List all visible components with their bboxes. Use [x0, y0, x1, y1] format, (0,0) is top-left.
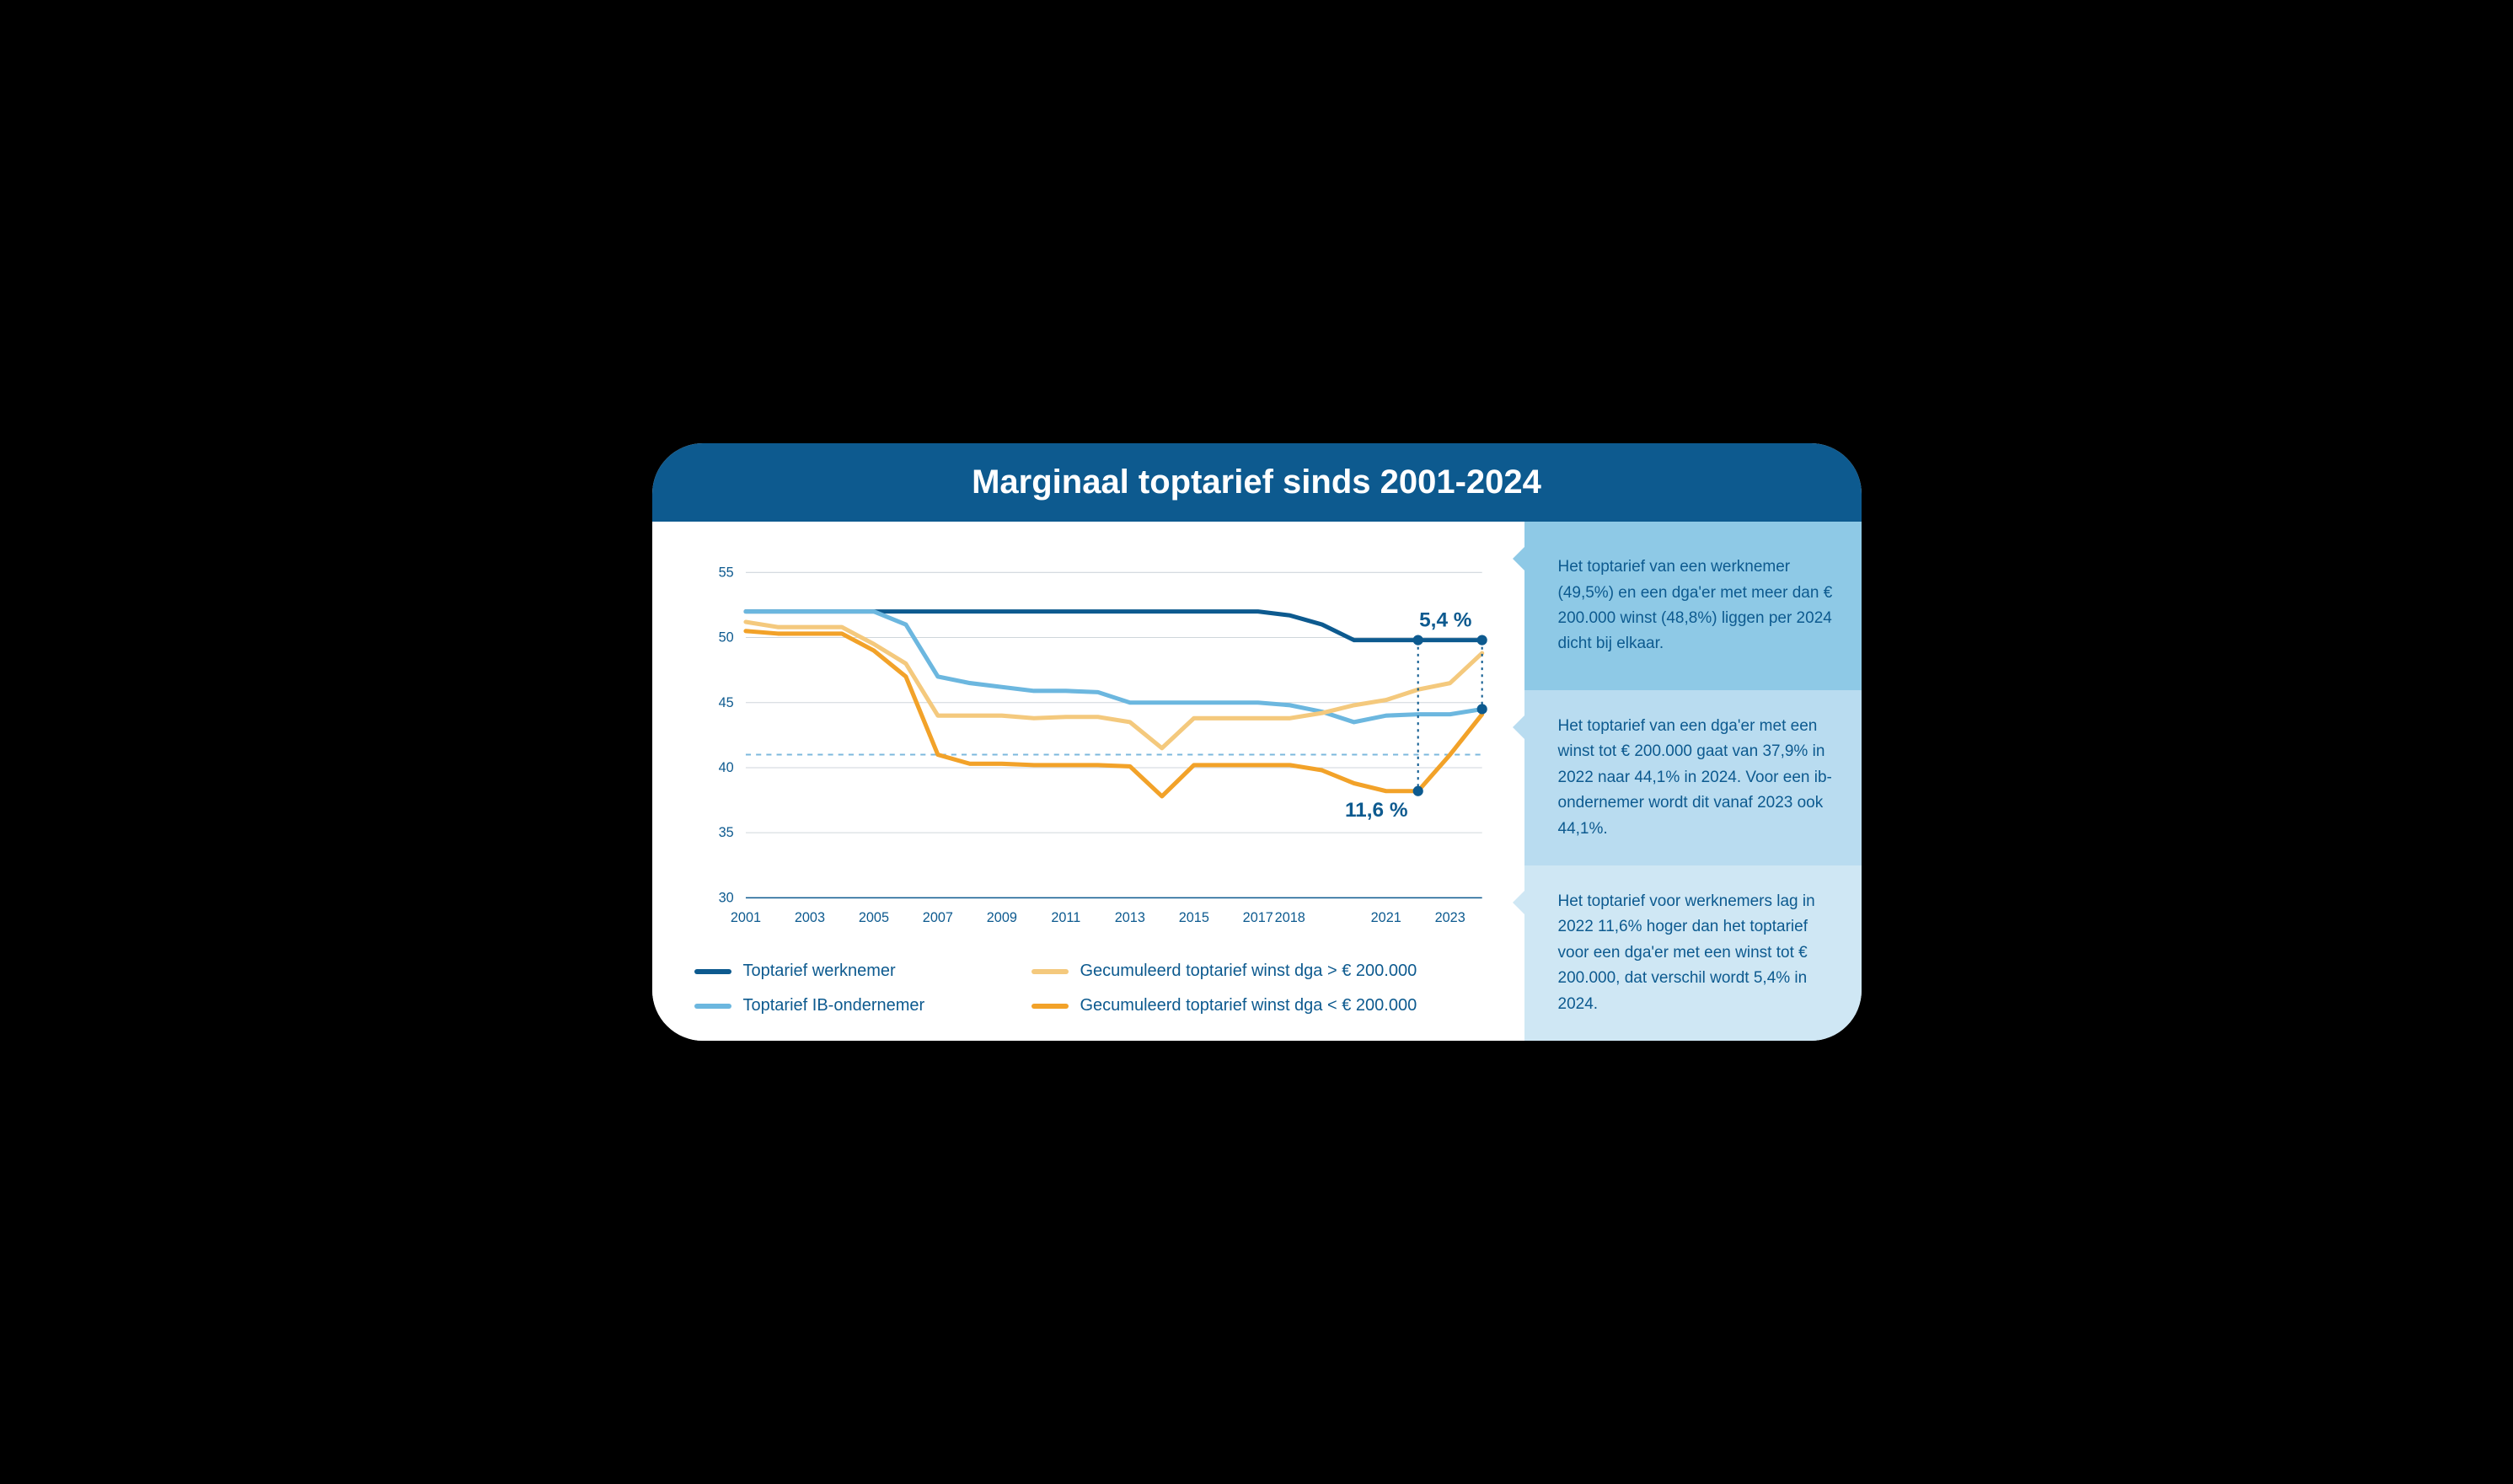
- title-text: Marginaal toptarief sinds 2001-2024: [972, 463, 1541, 501]
- svg-text:2017: 2017: [1242, 910, 1273, 925]
- chart-area: 30 35 40 45 50 55 2001 2003 2005 2007 2009 2011 2013…: [652, 522, 1524, 1041]
- info-box-1: Het toptarief van een werknemer (49,5%) …: [1524, 522, 1862, 690]
- svg-text:30: 30: [718, 890, 733, 905]
- side-panel: Het toptarief van een werknemer (49,5%) …: [1524, 522, 1862, 1041]
- svg-text:2013: 2013: [1114, 910, 1144, 925]
- infographic-card: Marginaal toptarief sinds 2001-2024 30 35…: [652, 443, 1862, 1041]
- svg-text:2015: 2015: [1178, 910, 1208, 925]
- legend-item-dga_gt200k: Gecumuleerd toptarief winst dga > € 200.…: [1031, 962, 1499, 981]
- chart-legend: Toptarief werknemer Gecumuleerd toptarief…: [694, 962, 1499, 1015]
- svg-text:2011: 2011: [1051, 910, 1080, 925]
- line-chart: 30 35 40 45 50 55 2001 2003 2005 2007 2009 2011 2013…: [694, 555, 1499, 932]
- content-row: 30 35 40 45 50 55 2001 2003 2005 2007 2009 2011 2013…: [652, 522, 1862, 1041]
- legend-label: Toptarief werknemer: [743, 962, 896, 981]
- svg-text:2018: 2018: [1274, 910, 1305, 925]
- legend-item-ib_ondernemer: Toptarief IB-ondernemer: [694, 996, 1006, 1015]
- info-text-1: Het toptarief van een werknemer (49,5%) …: [1558, 554, 1836, 657]
- svg-text:2007: 2007: [922, 910, 952, 925]
- legend-swatch: [694, 969, 731, 974]
- legend-item-dga_lt200k: Gecumuleerd toptarief winst dga < € 200.…: [1031, 996, 1499, 1015]
- svg-text:35: 35: [718, 825, 733, 840]
- title-bar: Marginaal toptarief sinds 2001-2024: [652, 443, 1862, 522]
- legend-label: Gecumuleerd toptarief winst dga > € 200.…: [1080, 962, 1417, 981]
- svg-text:2005: 2005: [858, 910, 888, 925]
- svg-text:2003: 2003: [794, 910, 824, 925]
- info-text-3: Het toptarief voor werknemers lag in 202…: [1558, 889, 1836, 1017]
- svg-text:2023: 2023: [1434, 910, 1465, 925]
- legend-label: Toptarief IB-ondernemer: [743, 996, 925, 1015]
- info-box-2: Het toptarief van een dga'er met een win…: [1524, 690, 1862, 865]
- svg-text:40: 40: [718, 760, 733, 775]
- legend-swatch: [1031, 1004, 1069, 1009]
- legend-label: Gecumuleerd toptarief winst dga < € 200.…: [1080, 996, 1417, 1015]
- legend-swatch: [1031, 969, 1069, 974]
- svg-text:55: 55: [718, 565, 733, 580]
- info-text-2: Het toptarief van een dga'er met een win…: [1558, 714, 1836, 842]
- info-box-3: Het toptarief voor werknemers lag in 202…: [1524, 865, 1862, 1041]
- svg-text:50: 50: [718, 630, 733, 646]
- svg-text:45: 45: [718, 695, 733, 710]
- svg-text:2009: 2009: [986, 910, 1016, 925]
- legend-swatch: [694, 1004, 731, 1009]
- svg-text:2021: 2021: [1370, 910, 1401, 925]
- svg-text:11,6 %: 11,6 %: [1344, 799, 1407, 822]
- svg-text:5,4 %: 5,4 %: [1419, 608, 1472, 631]
- legend-item-werknemer: Toptarief werknemer: [694, 962, 1006, 981]
- svg-text:2001: 2001: [730, 910, 760, 925]
